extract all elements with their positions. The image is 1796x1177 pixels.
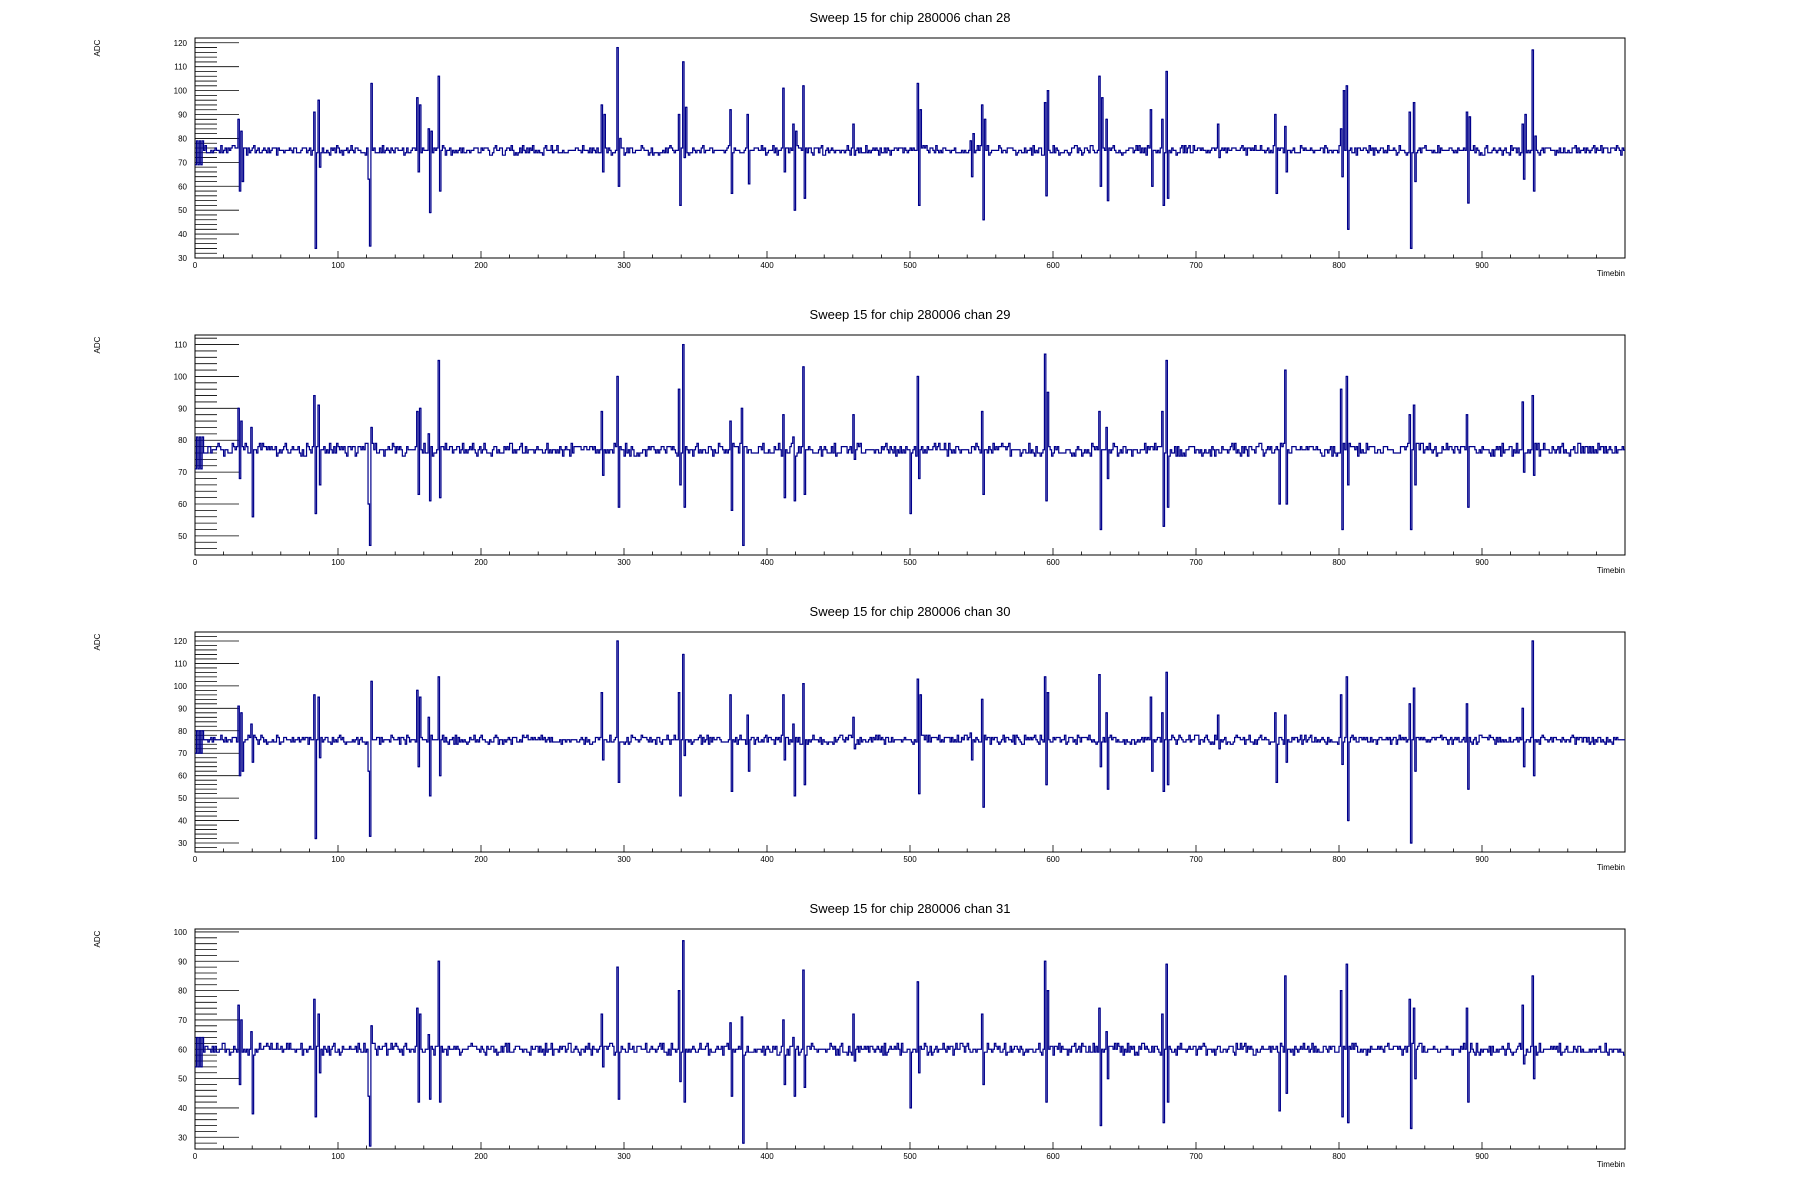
x-tick-label: 200 (474, 1152, 488, 1161)
x-tick-label: 600 (1046, 1152, 1060, 1161)
x-tick-label: 800 (1332, 261, 1346, 270)
x-tick-label: 900 (1475, 1152, 1489, 1161)
x-tick-label: 200 (474, 855, 488, 864)
y-tick-label: 100 (174, 372, 188, 381)
x-axis-label: Timebin (1597, 566, 1625, 575)
chart-title: Sweep 15 for chip 280006 chan 29 (810, 307, 1011, 322)
y-tick-label: 70 (178, 749, 187, 758)
y-tick-label: 40 (178, 1104, 187, 1113)
chart-title: Sweep 15 for chip 280006 chan 30 (810, 604, 1011, 619)
x-tick-label: 500 (903, 855, 917, 864)
y-axis-label: ADC (93, 39, 102, 56)
y-tick-label: 60 (178, 772, 187, 781)
y-tick-label: 30 (178, 1133, 187, 1142)
chart-title: Sweep 15 for chip 280006 chan 28 (810, 10, 1011, 25)
y-tick-label: 30 (178, 254, 187, 263)
y-tick-label: 100 (174, 87, 188, 96)
y-tick-label: 60 (178, 500, 187, 509)
x-tick-label: 900 (1475, 261, 1489, 270)
y-tick-label: 50 (178, 532, 187, 541)
x-tick-label: 0 (193, 261, 198, 270)
x-tick-label: 400 (760, 558, 774, 567)
y-tick-label: 110 (174, 63, 187, 72)
x-tick-label: 400 (760, 261, 774, 270)
y-tick-label: 100 (174, 682, 188, 691)
x-tick-label: 500 (903, 558, 917, 567)
x-tick-label: 100 (331, 558, 345, 567)
x-tick-label: 700 (1189, 558, 1203, 567)
y-tick-label: 60 (178, 1045, 187, 1054)
y-tick-label: 90 (178, 404, 187, 413)
adc-trace-line (195, 46, 1625, 250)
x-tick-label: 600 (1046, 558, 1060, 567)
adc-trace-line (195, 940, 1625, 1147)
y-tick-label: 50 (178, 794, 187, 803)
x-tick-label: 200 (474, 261, 488, 270)
y-tick-label: 90 (178, 111, 187, 120)
y-tick-label: 100 (174, 928, 188, 937)
x-tick-label: 700 (1189, 855, 1203, 864)
x-tick-label: 300 (617, 558, 631, 567)
x-tick-label: 100 (331, 855, 345, 864)
y-tick-label: 40 (178, 230, 187, 239)
y-tick-label: 80 (178, 727, 187, 736)
x-axis-label: Timebin (1597, 269, 1625, 278)
x-tick-label: 500 (903, 261, 917, 270)
x-axis-label: Timebin (1597, 863, 1625, 872)
y-tick-label: 110 (174, 659, 187, 668)
x-tick-label: 500 (903, 1152, 917, 1161)
y-tick-label: 50 (178, 1075, 187, 1084)
adc-trace-line (195, 343, 1625, 547)
chart-panel-2: Sweep 15 for chip 280006 chan 30 ADC Timeb… (93, 604, 1626, 872)
y-tick-label: 120 (174, 637, 188, 646)
x-tick-label: 900 (1475, 855, 1489, 864)
x-tick-label: 100 (331, 261, 345, 270)
x-tick-label: 0 (193, 855, 198, 864)
x-tick-label: 900 (1475, 558, 1489, 567)
y-tick-label: 70 (178, 468, 187, 477)
y-tick-label: 70 (178, 1016, 187, 1025)
x-axis-label: Timebin (1597, 1160, 1625, 1169)
x-tick-label: 300 (617, 261, 631, 270)
x-tick-label: 600 (1046, 261, 1060, 270)
x-tick-label: 400 (760, 1152, 774, 1161)
x-tick-label: 0 (193, 558, 198, 567)
x-tick-label: 800 (1332, 855, 1346, 864)
x-tick-label: 700 (1189, 261, 1203, 270)
chart-panel-0: Sweep 15 for chip 280006 chan 28 ADC Timeb… (93, 10, 1626, 278)
y-tick-label: 110 (174, 341, 187, 350)
y-tick-label: 70 (178, 158, 187, 167)
x-tick-label: 300 (617, 855, 631, 864)
adc-trace-line (195, 640, 1625, 844)
y-tick-label: 30 (178, 839, 187, 848)
y-axis-label: ADC (93, 930, 102, 947)
x-tick-label: 0 (193, 1152, 198, 1161)
y-axis-label: ADC (93, 633, 102, 650)
x-tick-label: 800 (1332, 1152, 1346, 1161)
y-tick-label: 90 (178, 957, 187, 966)
x-tick-label: 600 (1046, 855, 1060, 864)
y-tick-label: 50 (178, 206, 187, 215)
y-tick-label: 90 (178, 704, 187, 713)
y-tick-label: 120 (174, 39, 188, 48)
y-tick-label: 80 (178, 987, 187, 996)
chart-panel-1: Sweep 15 for chip 280006 chan 29 ADC Timeb… (93, 307, 1626, 575)
x-tick-label: 100 (331, 1152, 345, 1161)
y-tick-label: 40 (178, 817, 187, 826)
x-tick-label: 200 (474, 558, 488, 567)
y-axis-label: ADC (93, 336, 102, 353)
chart-title: Sweep 15 for chip 280006 chan 31 (810, 901, 1011, 916)
x-tick-label: 800 (1332, 558, 1346, 567)
x-tick-label: 400 (760, 855, 774, 864)
x-tick-label: 700 (1189, 1152, 1203, 1161)
y-tick-label: 80 (178, 436, 187, 445)
y-tick-label: 80 (178, 134, 187, 143)
x-tick-label: 300 (617, 1152, 631, 1161)
chart-panel-3: Sweep 15 for chip 280006 chan 31 ADC Timeb… (93, 901, 1626, 1169)
y-tick-label: 60 (178, 182, 187, 191)
